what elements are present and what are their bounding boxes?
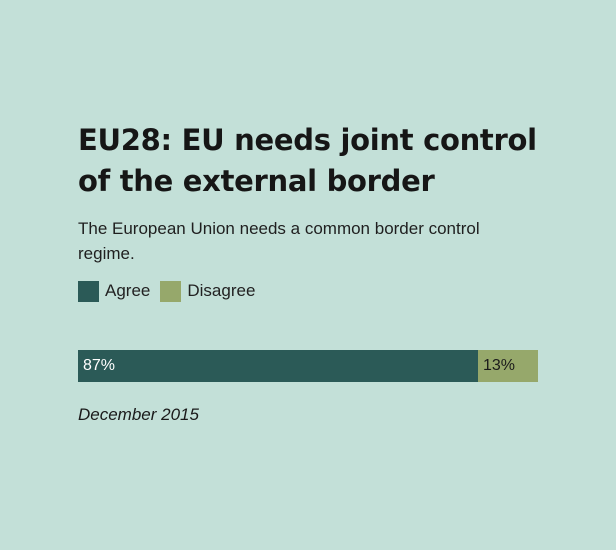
data-label-disagree: 13%	[483, 357, 516, 374]
legend-label-disagree: Disagree	[187, 281, 256, 300]
legend-swatch-agree	[78, 280, 99, 302]
chart-subtitle: The European Union needs a common border…	[78, 219, 480, 263]
legend-item-disagree: Disagree	[160, 280, 255, 302]
chart-date-note: December 2015	[78, 405, 199, 424]
bar-segment-agree: 87%	[78, 350, 478, 382]
chart-title: EU28: EU needs joint control of the exte…	[78, 123, 537, 198]
chart-legend: Agree Disagree	[78, 280, 538, 302]
bar-segment-disagree: 13%	[478, 350, 538, 382]
stacked-bar: 87% 13%	[78, 350, 538, 382]
legend-label-agree: Agree	[105, 281, 151, 300]
legend-swatch-disagree	[160, 280, 182, 302]
data-label-agree: 87%	[83, 357, 116, 374]
legend-item-agree: Agree	[78, 280, 150, 302]
chart-card: EU28: EU needs joint control of the exte…	[78, 120, 538, 424]
